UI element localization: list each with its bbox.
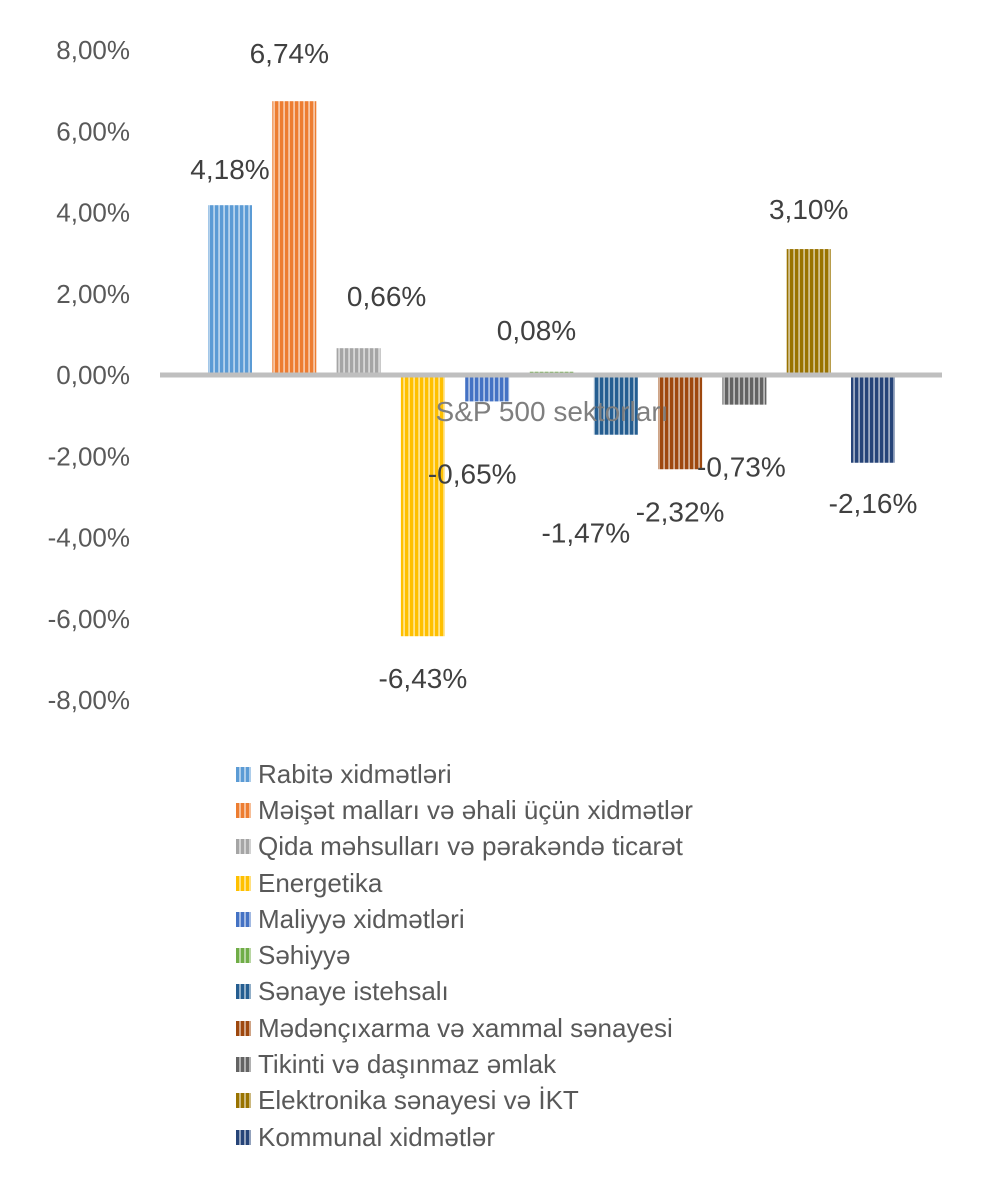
legend-swatch [236, 911, 251, 927]
y-tick-label: 0,00% [56, 360, 130, 390]
data-label: -0,65% [428, 458, 517, 489]
legend-item: Rabitə xidmətləri [236, 756, 693, 792]
legend-label: Rabitə xidmətləri [258, 758, 452, 789]
bar [786, 249, 831, 375]
legend-label: Sənaye istehsalı [258, 976, 449, 1007]
bar [336, 348, 381, 375]
data-label: 3,10% [769, 194, 848, 225]
legend-label: Qida məhsulları və pərakəndə ticarət [258, 831, 683, 862]
legend-label: Tikinti və daşınmaz əmlak [258, 1049, 557, 1080]
bars [208, 101, 895, 637]
y-tick-label: 6,00% [56, 116, 130, 146]
data-label: -6,43% [379, 663, 468, 694]
legend-item: Səhiyyə [236, 937, 693, 973]
legend-label: Məişət malları və əhali üçün xidmətlər [258, 794, 693, 825]
data-label: -1,47% [541, 518, 630, 549]
y-tick-label: -8,00% [48, 685, 130, 715]
data-label: -2,16% [829, 488, 918, 519]
legend-label: Səhiyyə [258, 940, 351, 971]
legend-item: Energetika [236, 865, 693, 901]
bar [208, 205, 252, 375]
bar [465, 375, 510, 402]
data-label: 4,18% [190, 154, 269, 185]
legend-swatch [236, 948, 251, 964]
legend-item: Maliyyə xidmətləri [236, 901, 693, 937]
legend-swatch [236, 1093, 251, 1109]
legend-item: Mədənçıxarma və xammal sənayesi [236, 1010, 693, 1046]
legend-swatch [236, 1020, 251, 1036]
legend-item: Elektronika sənayesi və İKT [236, 1083, 693, 1119]
data-label: 0,66% [347, 281, 426, 312]
legend-item: Tikinti və daşınmaz əmlak [236, 1046, 693, 1082]
bar [658, 375, 703, 470]
legend-label: Kommunal xidmətlər [258, 1121, 495, 1152]
bar [593, 375, 638, 435]
y-tick-label: 8,00% [56, 35, 130, 65]
legend-swatch [236, 875, 251, 891]
legend-label: Elektronika sənayesi və İKT [258, 1085, 579, 1116]
legend-swatch [236, 802, 251, 818]
legend: Rabitə xidmətləri Məişət malları və əhali… [236, 756, 693, 1155]
bar-chart: 8,00% 6,00% 4,00% 2,00% 0,00% -2,00% -4,00% -6,… [48, 35, 942, 715]
data-label: 6,74% [250, 38, 329, 69]
legend-item: Sənaye istehsalı [236, 974, 693, 1010]
legend-item: Kommunal xidmətlər [236, 1119, 693, 1155]
legend-swatch [236, 984, 251, 1000]
legend-swatch [236, 1057, 251, 1073]
bar [400, 375, 445, 637]
data-label: 0,08% [497, 315, 576, 346]
x-axis-title: S&P 500 sektorları [436, 396, 669, 427]
y-tick-label: 4,00% [56, 198, 130, 228]
legend-label: Maliyyə xidmətləri [258, 903, 465, 934]
bar [851, 375, 895, 463]
legend-swatch [236, 766, 251, 782]
legend-label: Mədənçıxarma və xammal sənayesi [258, 1012, 673, 1043]
y-tick-label: -2,00% [48, 441, 130, 471]
legend-swatch [236, 1129, 251, 1145]
bar [722, 375, 767, 405]
bar [272, 101, 317, 375]
y-tick-label: -6,00% [48, 604, 130, 634]
legend-item: Qida məhsulları və pərakəndə ticarət [236, 829, 693, 865]
legend-item: Məişət malları və əhali üçün xidmətlər [236, 792, 693, 828]
data-labels: 4,18%6,74%0,66%-6,43%-0,65%0,08%-1,47%-2… [190, 38, 917, 694]
legend-swatch [236, 839, 251, 855]
y-tick-label: -4,00% [48, 523, 130, 553]
data-label: -2,32% [636, 496, 725, 527]
legend-label: Energetika [258, 867, 383, 898]
data-label: -0,73% [697, 452, 786, 483]
y-tick-label: 2,00% [56, 279, 130, 309]
y-axis-ticks: 8,00% 6,00% 4,00% 2,00% 0,00% -2,00% -4,00% -6,… [48, 35, 130, 715]
